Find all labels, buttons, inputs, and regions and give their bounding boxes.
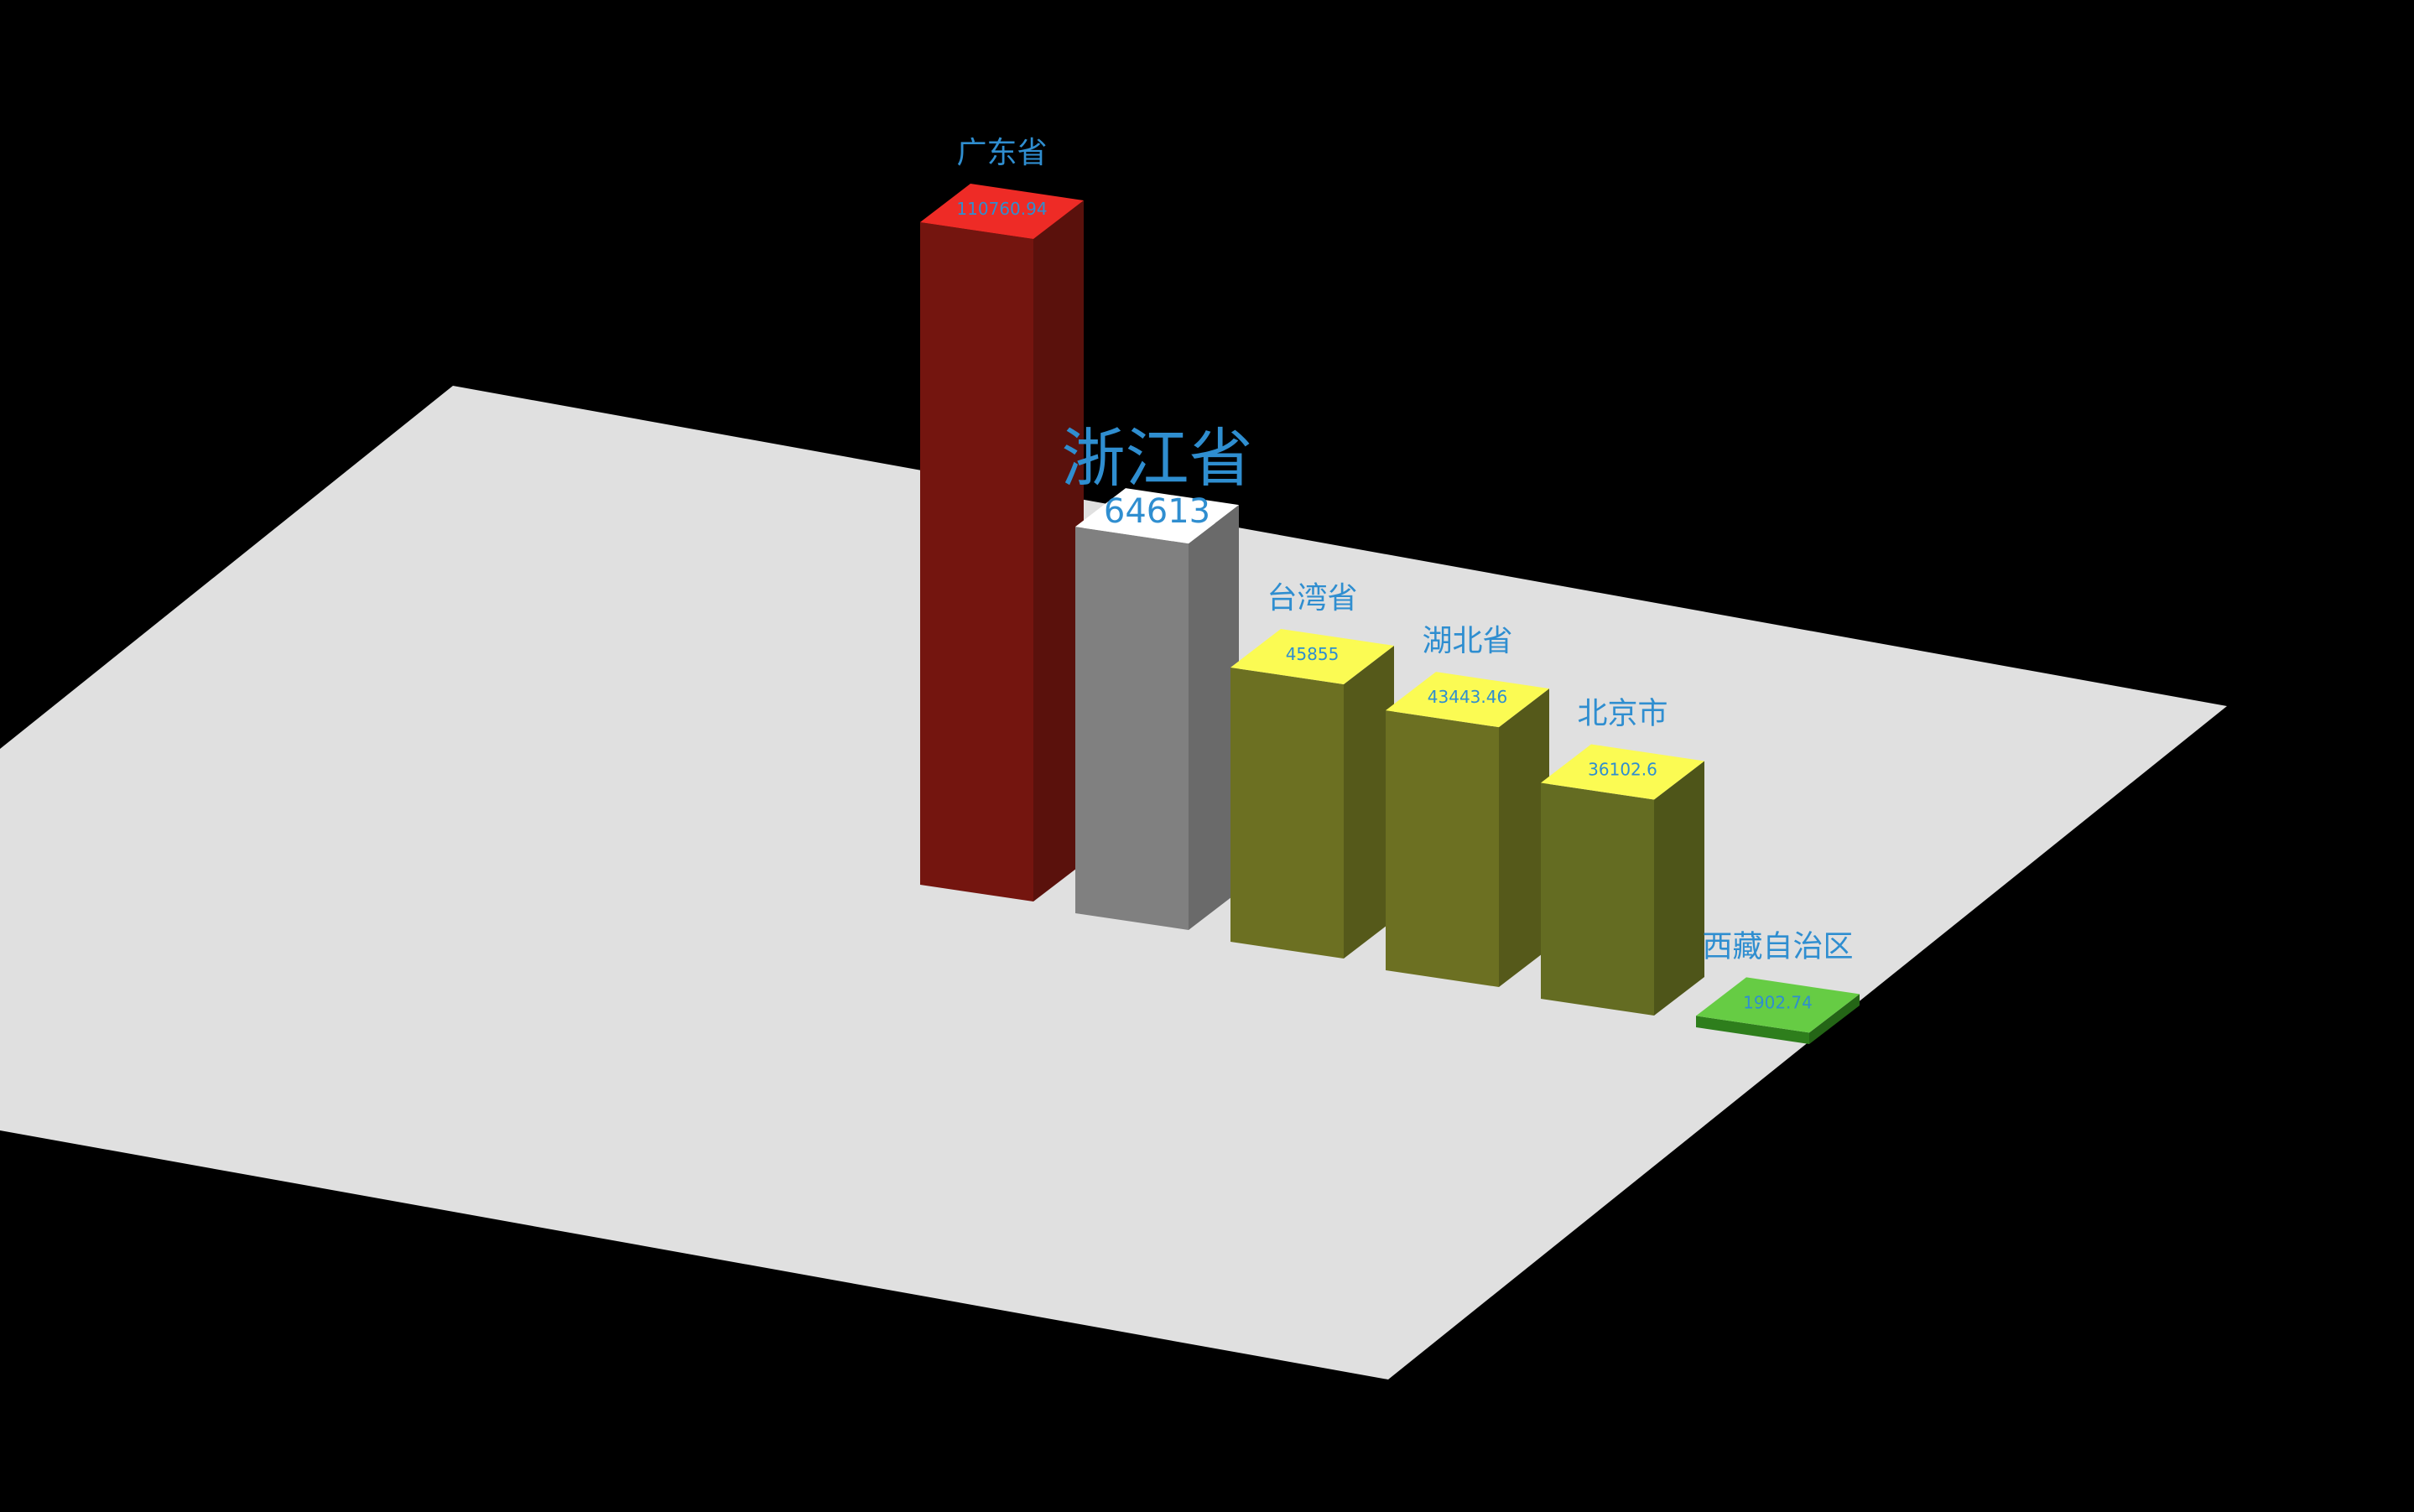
bar-side-face <box>1654 761 1704 1016</box>
bar-1 <box>920 184 1084 901</box>
bar-category-label: 台湾省 <box>1267 581 1357 616</box>
bar-front-face <box>1230 667 1344 959</box>
bar-value-label: 1902.74 <box>1743 992 1813 1012</box>
bar-top-face <box>1075 488 1239 544</box>
bar-side-face <box>1033 200 1084 901</box>
bar-top-face <box>1230 628 1394 684</box>
bar-front-face <box>1541 782 1654 1016</box>
bar-value-label: 45855 <box>1286 644 1340 664</box>
bar-side-face <box>1189 505 1239 930</box>
bar-3 <box>1230 628 1394 959</box>
bar-top-face <box>1696 977 1860 1033</box>
bar-category-label: 湖北省 <box>1422 624 1512 658</box>
bar-category-label: 西藏自治区 <box>1702 929 1853 964</box>
bar-top-face <box>920 184 1084 239</box>
bar-6 <box>1696 977 1860 1044</box>
bar-side-face <box>1344 645 1394 959</box>
bar-category-label: 北京市 <box>1577 696 1667 730</box>
bar-value-label: 43443.46 <box>1428 687 1507 707</box>
bar-value-label: 36102.6 <box>1588 759 1657 779</box>
bar-top-face <box>1541 744 1704 800</box>
bar-front-face <box>1386 710 1499 987</box>
bar-side-face <box>1499 688 1549 987</box>
bar-front-face <box>1075 527 1189 930</box>
bar-front-face <box>920 222 1033 901</box>
bar-front-face <box>1696 1016 1809 1044</box>
bars-group <box>920 184 1860 1044</box>
bar-value-label: 110760.94 <box>956 199 1047 219</box>
bar-category-label: 广东省 <box>956 136 1047 170</box>
bar-side-face <box>1809 994 1860 1044</box>
bar-top-face <box>1386 672 1549 728</box>
bar-category-label: 浙江省 <box>1062 421 1253 496</box>
bar-value-label: 64613 <box>1104 492 1210 531</box>
bar-2 <box>1075 488 1239 930</box>
bar-4 <box>1386 672 1549 987</box>
bar-5 <box>1541 744 1704 1016</box>
